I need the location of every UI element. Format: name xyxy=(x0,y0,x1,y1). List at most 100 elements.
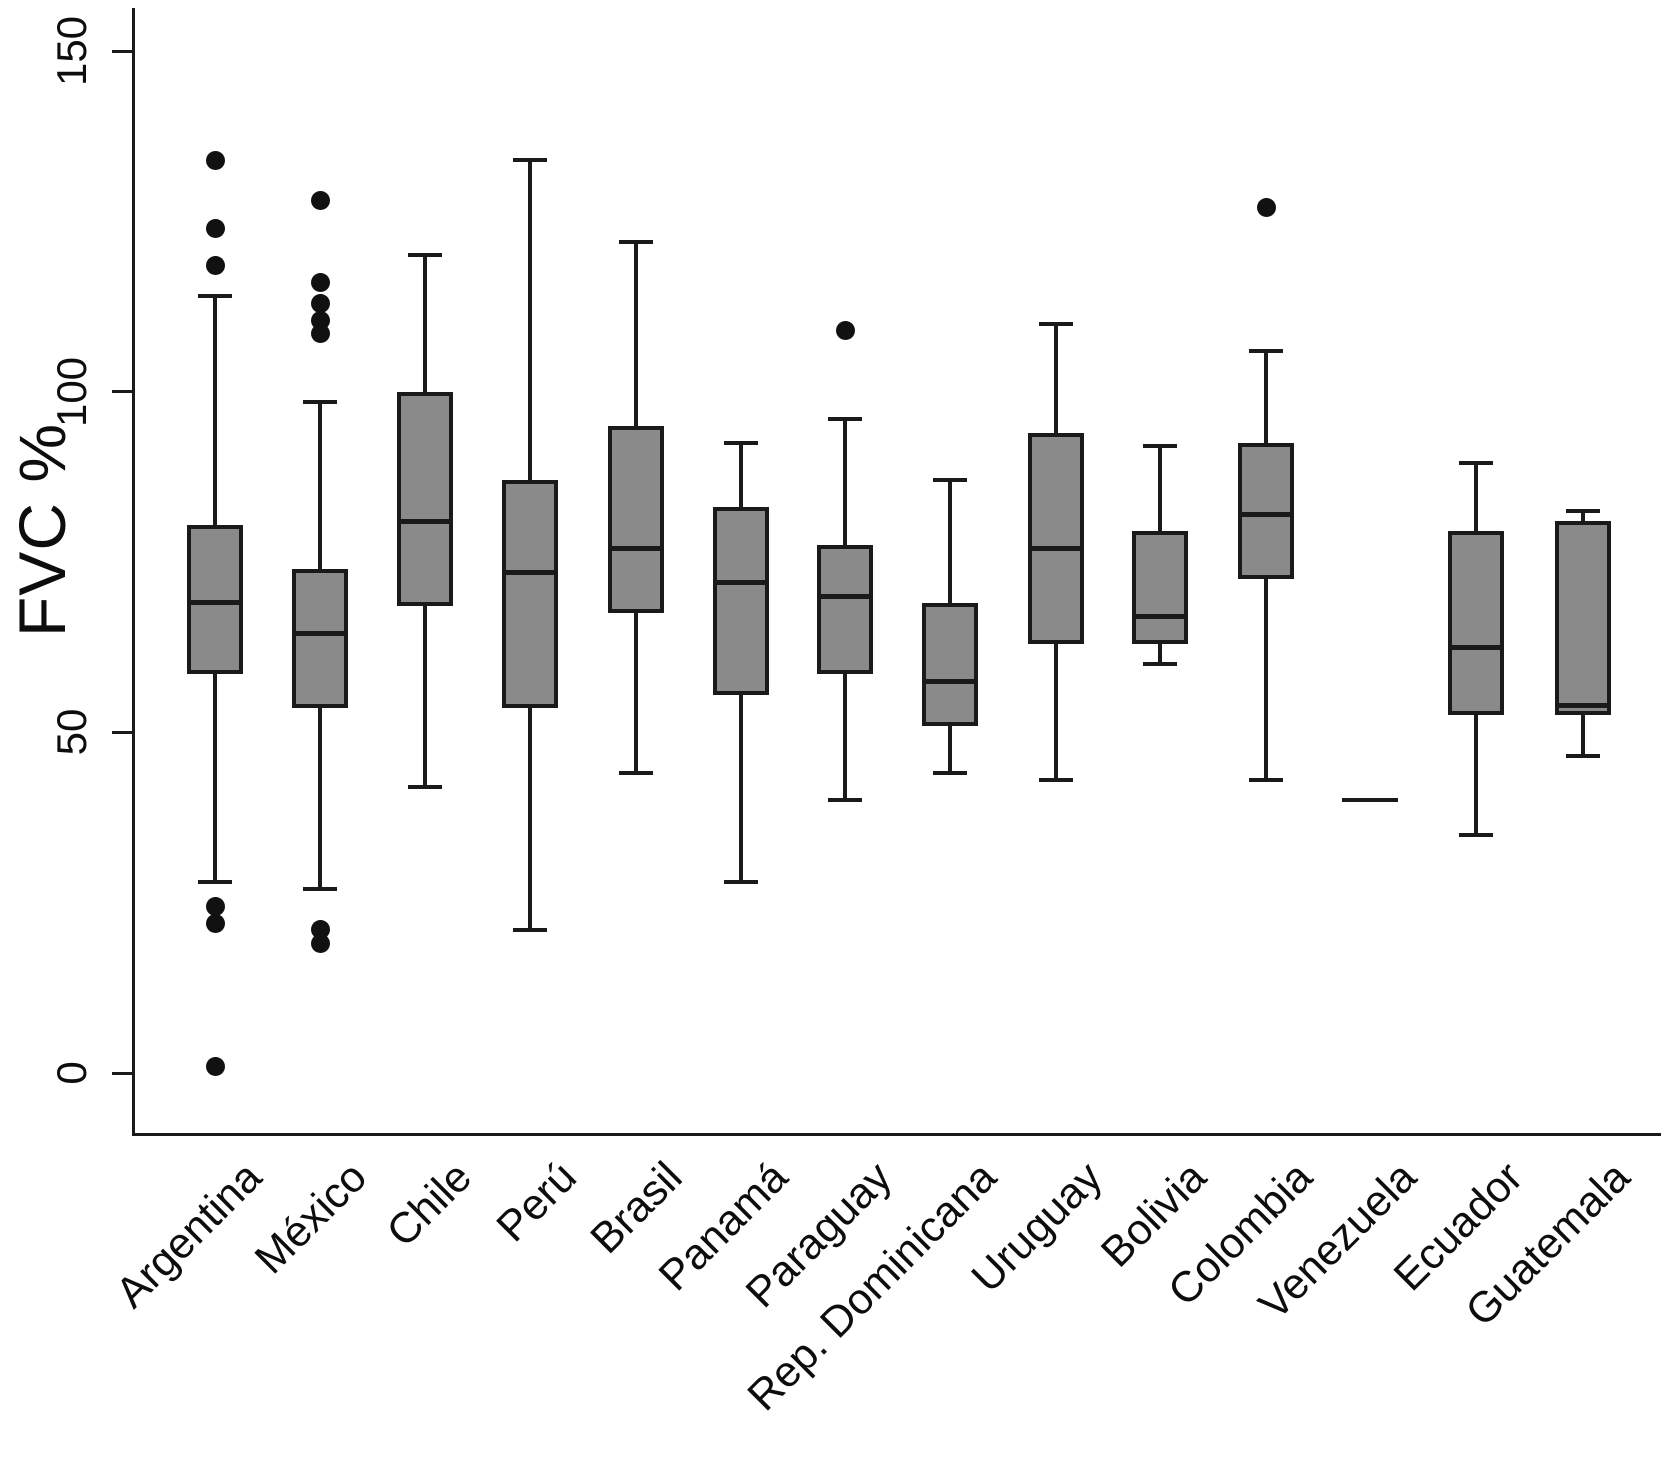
box-paraguay-median xyxy=(817,593,873,599)
outlier-dot xyxy=(310,324,330,344)
box-venezuela-single-line xyxy=(1342,798,1398,803)
box-uruguay xyxy=(1028,432,1084,644)
x-axis-line xyxy=(132,1133,1661,1136)
box-brasil-upper-cap xyxy=(619,239,653,244)
box-paraguay-lower-whisker xyxy=(843,674,847,801)
outlier-dot xyxy=(1256,198,1276,218)
box-peru-upper-cap xyxy=(513,158,547,163)
box-paraguay-upper-cap xyxy=(828,416,862,421)
box-argentina-lower-cap xyxy=(198,880,232,885)
box-brasil-upper-whisker xyxy=(634,241,638,426)
box-panama-lower-whisker xyxy=(739,694,743,883)
box-panama-upper-whisker xyxy=(739,442,743,508)
category-label-mexico: México xyxy=(245,1153,376,1284)
box-colombia-upper-whisker xyxy=(1264,350,1268,443)
box-bolivia-lower-whisker xyxy=(1158,643,1162,665)
box-argentina-lower-whisker xyxy=(213,674,217,883)
box-uruguay-lower-cap xyxy=(1039,778,1073,783)
box-ecuador-lower-cap xyxy=(1459,832,1493,837)
box-rep-dominicana-upper-whisker xyxy=(948,480,952,603)
outlier-dot xyxy=(310,191,330,211)
category-label-argentina: Argentina xyxy=(106,1153,271,1318)
box-mexico-upper-cap xyxy=(303,399,337,404)
box-chile-lower-whisker xyxy=(423,606,427,787)
y-axis-tick xyxy=(112,1071,135,1075)
box-argentina-median xyxy=(187,600,243,606)
box-guatemala-lower-cap xyxy=(1566,754,1600,759)
box-bolivia-upper-whisker xyxy=(1158,446,1162,532)
box-mexico xyxy=(292,568,348,709)
box-panama-upper-cap xyxy=(724,440,758,445)
box-bolivia-lower-cap xyxy=(1143,662,1177,667)
box-peru-lower-whisker xyxy=(528,708,532,930)
box-brasil xyxy=(608,425,664,614)
category-label-chile: Chile xyxy=(377,1153,481,1257)
box-guatemala xyxy=(1555,521,1611,716)
box-peru-median xyxy=(502,569,558,575)
box-chile-upper-cap xyxy=(408,253,442,258)
box-mexico-upper-whisker xyxy=(318,401,322,569)
box-rep-dominicana xyxy=(922,602,978,726)
outlier-dot xyxy=(205,913,225,933)
y-axis-tick-label: 100 xyxy=(48,356,95,427)
outlier-dot xyxy=(310,293,330,313)
box-bolivia xyxy=(1132,531,1188,644)
box-colombia-upper-cap xyxy=(1249,348,1283,353)
box-uruguay-lower-whisker xyxy=(1054,643,1058,781)
box-paraguay xyxy=(817,544,873,675)
box-brasil-median xyxy=(608,545,664,551)
box-argentina-upper-whisker xyxy=(213,296,217,525)
box-panama-median xyxy=(713,579,769,585)
box-mexico-lower-cap xyxy=(303,887,337,892)
box-ecuador-upper-whisker xyxy=(1474,463,1478,532)
box-mexico-lower-whisker xyxy=(318,708,322,890)
box-rep-dominicana-upper-cap xyxy=(933,478,967,483)
box-argentina-upper-cap xyxy=(198,294,232,299)
box-panama xyxy=(713,507,769,695)
y-axis-line xyxy=(132,8,135,1133)
outlier-dot xyxy=(205,256,225,276)
y-axis-tick xyxy=(112,730,135,734)
box-colombia xyxy=(1238,442,1294,580)
outlier-dot xyxy=(205,896,225,916)
outlier-dot xyxy=(310,273,330,293)
outlier-dot xyxy=(835,320,855,340)
box-uruguay-median xyxy=(1028,545,1084,551)
box-peru xyxy=(502,480,558,709)
box-ecuador-upper-cap xyxy=(1459,461,1493,466)
y-axis-tick-label: 150 xyxy=(48,15,95,87)
box-colombia-lower-cap xyxy=(1249,778,1283,783)
box-ecuador xyxy=(1448,531,1504,716)
outlier-dot xyxy=(310,934,330,954)
box-peru-upper-whisker xyxy=(528,160,532,481)
box-bolivia-median xyxy=(1132,614,1188,619)
box-colombia-median xyxy=(1238,511,1294,517)
box-guatemala-median xyxy=(1555,702,1611,708)
y-axis-tick-label: 50 xyxy=(48,708,95,756)
box-chile-upper-whisker xyxy=(423,255,427,392)
outlier-dot xyxy=(205,1056,225,1076)
box-bolivia-upper-cap xyxy=(1143,444,1177,449)
box-uruguay-upper-cap xyxy=(1039,321,1073,326)
box-rep-dominicana-median xyxy=(922,678,978,684)
outlier-dot xyxy=(205,150,225,170)
box-brasil-lower-whisker xyxy=(634,613,638,774)
box-guatemala-lower-whisker xyxy=(1581,715,1585,757)
box-chile-median xyxy=(397,518,453,524)
box-chile xyxy=(397,391,453,607)
box-guatemala-upper-cap xyxy=(1566,508,1600,513)
box-ecuador-lower-whisker xyxy=(1474,715,1478,835)
box-chile-lower-cap xyxy=(408,784,442,789)
y-axis-tick-label: 0 xyxy=(48,1061,95,1085)
box-panama-lower-cap xyxy=(724,880,758,885)
outlier-dot xyxy=(205,218,225,238)
y-axis-title: FVC % xyxy=(5,422,79,638)
box-ecuador-median xyxy=(1448,644,1504,650)
box-rep-dominicana-lower-cap xyxy=(933,771,967,776)
box-rep-dominicana-lower-whisker xyxy=(948,725,952,774)
y-axis-tick xyxy=(112,390,135,394)
box-paraguay-upper-whisker xyxy=(843,418,847,545)
box-uruguay-upper-whisker xyxy=(1054,323,1058,433)
box-guatemala-upper-whisker xyxy=(1581,510,1585,522)
